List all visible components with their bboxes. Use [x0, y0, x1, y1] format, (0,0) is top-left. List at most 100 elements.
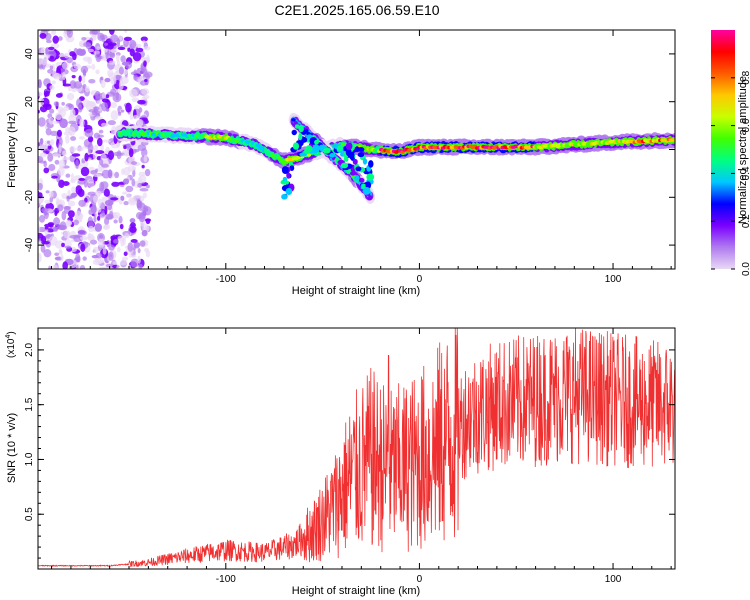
noise-blob: [104, 199, 114, 206]
scatter-cell: [329, 153, 335, 158]
noise-blob: [129, 39, 137, 49]
noise-blob: [71, 186, 76, 194]
branch-trace-cell: [293, 121, 298, 125]
noise-blob: [96, 137, 103, 147]
noise-blob: [87, 135, 94, 143]
noise-blob: [125, 194, 132, 199]
noise-blob: [95, 53, 102, 63]
noise-blob: [43, 248, 52, 258]
noise-blob: [54, 159, 60, 165]
noise-blob: [44, 199, 51, 204]
noise-blob: [140, 36, 148, 42]
noise-blob: [39, 152, 47, 158]
noise-blob: [78, 136, 85, 140]
noise-blob: [118, 66, 124, 75]
branch-trace-cell: [291, 118, 296, 122]
noise-blob: [49, 130, 59, 136]
noise-blob: [44, 226, 49, 230]
snr-xtick-label-1: 0: [417, 574, 423, 585]
noise-blob: [63, 52, 70, 59]
noise-blob: [113, 151, 122, 157]
noise-blob: [38, 215, 46, 223]
noise-blob: [93, 144, 99, 152]
noise-blob: [101, 92, 107, 99]
snr-multiplier: (x104): [5, 331, 17, 358]
noise-blob: [102, 247, 107, 255]
noise-blob: [40, 243, 46, 253]
noise-blob: [93, 246, 99, 254]
noise-blob: [113, 239, 119, 244]
noise-blob: [62, 181, 70, 186]
noise-blob: [138, 107, 143, 113]
noise-blob: [98, 129, 104, 134]
noise-blob: [143, 154, 148, 163]
noise-blob: [75, 146, 84, 152]
noise-blob: [141, 229, 148, 237]
scatter-cell: [363, 186, 371, 195]
noise-blob: [52, 35, 59, 44]
snr-panel: -100 0 100 0.5 1.0 1.5 2.0 Height of straight …: [5, 327, 676, 597]
noise-blob: [78, 199, 87, 207]
noise-blob: [80, 243, 86, 253]
noise-blob: [137, 255, 141, 264]
noise-blob: [110, 88, 117, 95]
noise-blob: [63, 131, 73, 136]
noise-blob: [103, 224, 111, 229]
noise-blob: [103, 188, 110, 197]
noise-blob: [65, 134, 70, 144]
noise-blob: [79, 264, 86, 269]
noise-blob: [58, 179, 65, 189]
noise-blob: [38, 156, 44, 163]
noise-blob: [144, 168, 151, 177]
noise-blob: [137, 248, 141, 254]
noise-blob: [67, 189, 71, 197]
noise-blob: [73, 63, 82, 70]
scatter-cell: [340, 162, 349, 169]
spectrogram-ytick-label-2: 0: [24, 146, 35, 152]
noise-blob: [56, 199, 66, 208]
noise-blob: [54, 240, 64, 249]
noise-blob: [39, 32, 47, 39]
noise-blob: [57, 224, 66, 230]
scatter-cell: [357, 152, 365, 158]
noise-blob: [110, 235, 119, 241]
noise-blob: [120, 195, 125, 202]
colorbar-ticks: 0.0 0.2 0.4 0.6 0.8: [711, 70, 750, 276]
noise-blob: [101, 98, 110, 103]
noise-blob: [47, 69, 54, 74]
noise-blob: [109, 210, 114, 219]
noise-blob: [68, 210, 75, 218]
noise-blob: [47, 46, 55, 51]
noise-blob: [141, 164, 145, 169]
noise-blob: [110, 34, 119, 43]
noise-blob: [45, 190, 50, 194]
noise-blob: [88, 100, 96, 108]
noise-blob: [143, 46, 151, 51]
noise-blob: [73, 81, 83, 89]
noise-blob: [63, 30, 68, 38]
noise-blob: [80, 166, 90, 177]
noise-blob: [98, 238, 105, 248]
noise-blob: [90, 30, 98, 35]
noise-blob: [94, 223, 103, 232]
noise-blob: [41, 58, 47, 66]
noise-blob: [127, 165, 135, 172]
noise-blob: [52, 153, 62, 157]
noise-blob: [123, 36, 132, 42]
noise-blob: [58, 53, 66, 58]
svg-text:(x104): (x104): [5, 331, 17, 358]
noise-blob: [133, 194, 143, 199]
spectrogram-panel: -100 0 100 -40 -20 0 20 40 Height of straight l…: [6, 29, 676, 297]
noise-blob: [116, 37, 121, 48]
noise-blob: [43, 160, 47, 168]
spectrogram-ytick-label-0: -40: [24, 237, 35, 252]
colorbar-tick-label-3: 0.6: [741, 118, 750, 132]
noise-blob: [48, 265, 52, 269]
snr-multiplier-exp: 4: [5, 335, 12, 339]
scatter-cell: [281, 166, 289, 175]
snr-ytick-label-0: 0.5: [24, 507, 35, 521]
colorbar-tick-label-4: 0.8: [741, 70, 750, 84]
noise-blob: [61, 242, 65, 248]
noise-blob: [76, 48, 84, 56]
noise-blob: [107, 120, 116, 126]
